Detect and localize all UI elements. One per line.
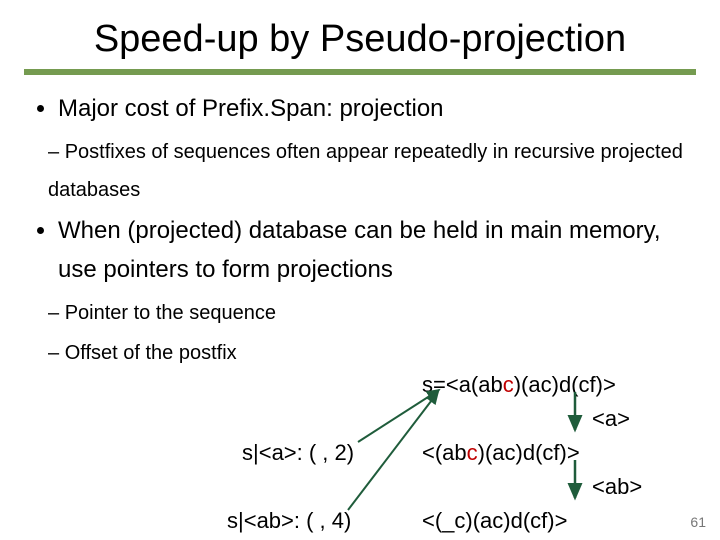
seq-prefix: s=<a(ab — [422, 372, 503, 397]
bullet-list-2: When (projected) database can be held in… — [24, 211, 696, 290]
proj-a-right-c: c — [467, 440, 478, 465]
bullet-list: Major cost of Prefix.Span: projection — [24, 89, 696, 129]
proj-ab-right: <(_c)(ac)d(cf)> — [422, 508, 567, 533]
proj-a-row: s|<a>: ( , 2) <(abc)(ac)d(cf)> — [422, 436, 702, 470]
bullet-1a: Postfixes of sequences often appear repe… — [48, 133, 696, 209]
proj-ab-label-row: <ab> — [422, 470, 702, 504]
proj-a-label: <a> — [592, 406, 630, 431]
proj-a-left: s|<a>: ( , 2) — [242, 436, 354, 470]
proj-ab-row: s|<ab>: ( , 4) <(_c)(ac)d(cf)> — [422, 504, 702, 538]
sub-bullet-list-1: Postfixes of sequences often appear repe… — [24, 133, 696, 209]
seq-s: s=<a(abc)(ac)d(cf)> — [422, 368, 702, 402]
slide-title: Speed-up by Pseudo-projection — [24, 18, 696, 61]
proj-a-right-post: )(ac)d(cf)> — [478, 440, 580, 465]
bullet-2b: Offset of the postfix — [48, 334, 696, 372]
bullet-1: Major cost of Prefix.Span: projection — [58, 89, 696, 129]
seq-suffix: )(ac)d(cf)> — [514, 372, 616, 397]
title-underline — [24, 69, 696, 75]
bullet-2: When (projected) database can be held in… — [58, 211, 696, 290]
proj-ab-label: <ab> — [592, 474, 642, 499]
slide: Speed-up by Pseudo-projection Major cost… — [0, 0, 720, 540]
sub-bullet-list-2: Pointer to the sequence Offset of the po… — [24, 294, 696, 372]
proj-a-label-row: <a> — [422, 402, 702, 436]
proj-a-right-pre: <(ab — [422, 440, 467, 465]
page-number: 61 — [690, 514, 706, 530]
projection-diagram: s=<a(abc)(ac)d(cf)> <a> s|<a>: ( , 2) <(… — [422, 368, 702, 538]
proj-ab-left: s|<ab>: ( , 4) — [227, 504, 351, 538]
bullet-2a: Pointer to the sequence — [48, 294, 696, 332]
seq-c-red: c — [503, 372, 514, 397]
